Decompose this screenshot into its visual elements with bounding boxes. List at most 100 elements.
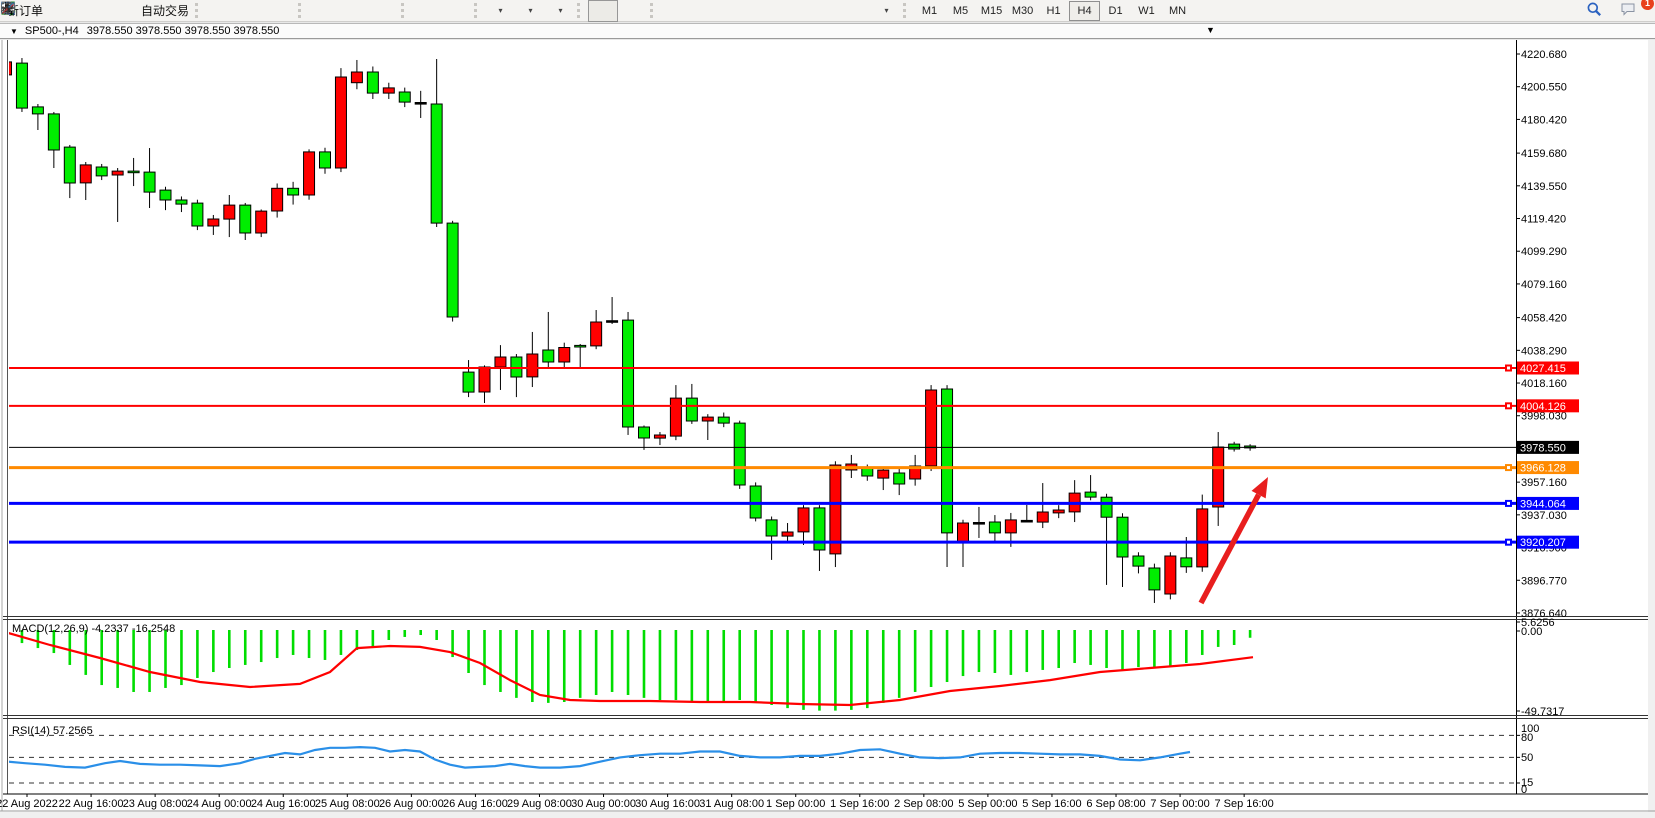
chart-shift-marker-icon[interactable]: ▼ (1206, 25, 1215, 35)
dropdown-caret-icon[interactable]: ▾ (528, 6, 533, 15)
svg-text:6 Sep 08:00: 6 Sep 08:00 (1086, 798, 1145, 810)
chart-menu-icon[interactable]: ▼ (10, 26, 18, 36)
svg-text:5 Sep 00:00: 5 Sep 00:00 (958, 798, 1017, 810)
timeframe-h1-button[interactable]: H1 (1046, 4, 1061, 17)
notification-badge: 1 (1641, 0, 1654, 10)
search-icon (1587, 2, 1602, 16)
cursor-button[interactable] (5, 0, 619, 22)
timeframe-w1-button[interactable]: W1 (1138, 4, 1155, 17)
svg-text:4027.415: 4027.415 (1520, 363, 1566, 375)
svg-text:15: 15 (1521, 777, 1533, 789)
chat-icon (1621, 3, 1635, 16)
svg-text:31 Aug 08:00: 31 Aug 08:00 (699, 798, 764, 810)
timeframe-h4-button[interactable]: H4 (1069, 0, 1101, 21)
label-icon: T (1, 3, 15, 13)
svg-text:4159.680: 4159.680 (1521, 148, 1567, 160)
new-order-button-label: 新订单 (7, 4, 44, 18)
toolbar-separator (903, 3, 910, 18)
svg-text:4220.680: 4220.680 (1521, 49, 1567, 61)
text-button[interactable]: A (4, 0, 841, 22)
svg-text:23 Aug 08:00: 23 Aug 08:00 (123, 798, 188, 810)
dropdown-caret-icon[interactable]: ▾ (884, 6, 889, 15)
svg-text:7 Sep 00:00: 7 Sep 00:00 (1150, 798, 1209, 810)
toolbar-separator (577, 3, 584, 18)
svg-text:26 Aug 16:00: 26 Aug 16:00 (443, 798, 508, 810)
svg-text:5.6256: 5.6256 (1521, 617, 1555, 629)
svg-text:5 Sep 16:00: 5 Sep 16:00 (1022, 798, 1081, 810)
toolbar-separator (298, 3, 305, 18)
svg-text:25 Aug 08:00: 25 Aug 08:00 (315, 798, 380, 810)
svg-text:30 Aug 00:00: 30 Aug 00:00 (571, 798, 636, 810)
dropdown-caret-icon[interactable]: ▾ (558, 6, 563, 15)
svg-text:RSI(14) 57.2565: RSI(14) 57.2565 (12, 725, 93, 737)
svg-text:3937.030: 3937.030 (1521, 510, 1567, 522)
svg-text:3920.207: 3920.207 (1520, 537, 1566, 549)
timeframe-d1-button[interactable]: D1 (1108, 4, 1123, 17)
fibo-icon: F (2, 3, 15, 16)
svg-text:4079.160: 4079.160 (1521, 279, 1567, 291)
svg-text:4119.420: 4119.420 (1521, 214, 1566, 226)
toolbar-separator (474, 3, 481, 18)
toolbar-right-icons: 1 (1585, 0, 1654, 22)
arrows-icon (2, 2, 14, 14)
macd-indicator (9, 630, 1254, 711)
dropdown-caret-icon[interactable]: ▾ (498, 6, 503, 15)
svg-text:29 Aug 08:00: 29 Aug 08:00 (507, 798, 572, 810)
rsi-indicator (9, 745, 1191, 769)
svg-text:2 Sep 08:00: 2 Sep 08:00 (894, 798, 953, 810)
chart-titlebar[interactable]: ▼ SP500-,H4 3978.550 3978.550 3978.550 3… (0, 23, 1655, 39)
search-button[interactable] (1585, 0, 1615, 22)
timeframe-m15-button[interactable]: M15 (980, 4, 1003, 17)
svg-text:4180.420: 4180.420 (1521, 114, 1567, 126)
svg-text:T: T (6, 4, 11, 13)
toolbar-separator (195, 3, 202, 18)
svg-text:26 Aug 00:00: 26 Aug 00:00 (379, 798, 444, 810)
svg-text:4038.290: 4038.290 (1521, 345, 1567, 357)
svg-text:A: A (4, 2, 13, 16)
svg-text:80: 80 (1521, 732, 1533, 744)
svg-text:4099.290: 4099.290 (1521, 246, 1567, 258)
svg-text:3876.640: 3876.640 (1521, 608, 1567, 620)
svg-text:24 Aug 00:00: 24 Aug 00:00 (187, 798, 252, 810)
svg-text:30 Aug 16:00: 30 Aug 16:00 (635, 798, 700, 810)
svg-text:22 Aug 16:00: 22 Aug 16:00 (59, 798, 124, 810)
svg-text:-49.7317: -49.7317 (1521, 706, 1564, 718)
timeframe-m5-button[interactable]: M5 (952, 4, 969, 17)
chart-ohlc-readout: 3978.550 3978.550 3978.550 3978.550 (86, 25, 280, 37)
svg-text:3896.770: 3896.770 (1521, 575, 1567, 587)
toolbar-separator (650, 3, 657, 18)
autotrading-button-label: 自动交易 (141, 4, 190, 18)
new-order-button[interactable]: 新订单 (3, 0, 47, 22)
svg-text:1 Sep 00:00: 1 Sep 00:00 (766, 798, 825, 810)
svg-text:100: 100 (1521, 723, 1539, 735)
chart-title: SP500-,H4 (24, 25, 79, 37)
textA-icon: A (4, 2, 13, 16)
svg-text:4004.126: 4004.126 (1520, 401, 1566, 413)
main-toolbar: 新订单 自动交易 ▾ ▾ ▾ E F A T ▾ M1 M5 M15 M30 H1 H4 D1 W1 MN 1 (0, 0, 1655, 22)
svg-text:3998.030: 3998.030 (1521, 411, 1567, 423)
svg-text:MACD(12,26,9) -4.2337 -16.2548: MACD(12,26,9) -4.2337 -16.2548 (12, 623, 175, 635)
svg-text:4018.160: 4018.160 (1521, 378, 1567, 390)
arrows-button[interactable]: ▾ (2, 0, 901, 22)
svg-text:24 Aug 16:00: 24 Aug 16:00 (251, 798, 316, 810)
svg-text:3957.160: 3957.160 (1521, 477, 1567, 489)
svg-text:3944.064: 3944.064 (1520, 498, 1566, 510)
svg-text:3978.550: 3978.550 (1520, 442, 1566, 454)
timeframe-m30-button[interactable]: M30 (1011, 4, 1034, 17)
svg-text:3966.128: 3966.128 (1520, 463, 1566, 475)
svg-text:22 Aug 2022: 22 Aug 2022 (0, 798, 58, 810)
timeframe-m1-button[interactable]: M1 (921, 4, 938, 17)
svg-text:4139.550: 4139.550 (1521, 181, 1567, 193)
svg-text:0.00: 0.00 (1521, 626, 1542, 638)
svg-text:4058.420: 4058.420 (1521, 313, 1567, 325)
svg-text:1 Sep 16:00: 1 Sep 16:00 (830, 798, 889, 810)
svg-text:7 Sep 16:00: 7 Sep 16:00 (1214, 798, 1273, 810)
text-label-button[interactable]: T (1, 0, 871, 22)
timeframe-mn-button[interactable]: MN (1168, 4, 1187, 17)
fibonacci-button[interactable]: F (2, 0, 811, 22)
notifications-button[interactable]: 1 (1619, 0, 1654, 22)
svg-text:0: 0 (1521, 784, 1527, 796)
svg-text:50: 50 (1521, 752, 1533, 764)
